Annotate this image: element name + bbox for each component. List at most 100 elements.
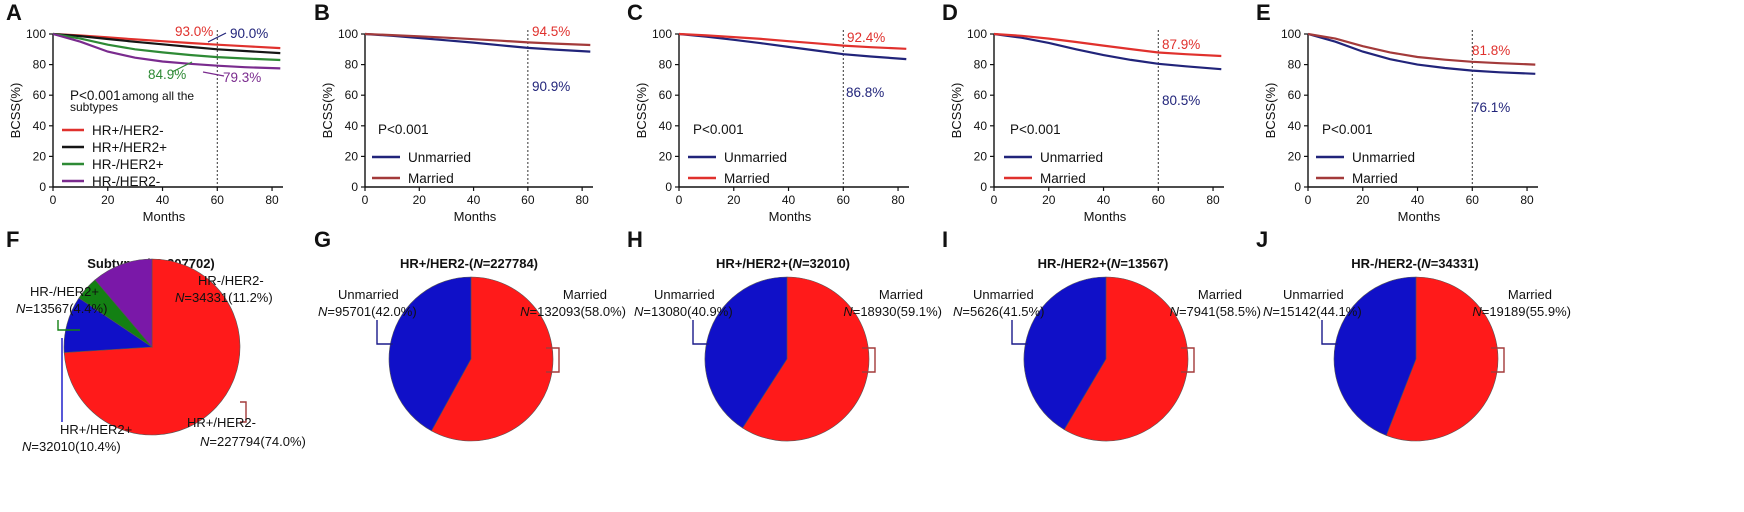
x-tick-label: 40 [1411,193,1425,207]
pie-leader-line [1181,347,1195,373]
x-axis-title: Months [769,209,812,224]
count-n: N [1472,304,1482,319]
pie-slice-count: N=32010(10.4%) [22,439,121,454]
pie-panel-g: G HR+/HER2-(N=227784) Married N=132093(58.0… [314,227,626,442]
series-line-unmarried [1307,32,1536,75]
km-panel-b: B 0 20 40 60 80 100 0 20 40 60 80 Months BCSS(%) 94.5%… [314,0,593,224]
pie-slice-count: N=132093(58.0%) [520,304,626,319]
pie-slice-unmarried [388,276,472,432]
series-line-unmarried [678,32,907,61]
x-tick-label: 0 [991,193,998,207]
panel-label: A [6,0,22,25]
x-tick-label: 20 [727,193,741,207]
km-panel-d: D 0 20 40 60 80 100 0 20 40 60 80 Months BCSS(%) 87.9%… [942,0,1224,224]
pie-leader-line [240,401,247,423]
count-value: =132093(58.0%) [530,304,627,319]
pie-slice-label: HR-/HER2+ [30,284,99,299]
y-tick-label: 60 [1288,88,1302,102]
y-tick-label: 20 [974,149,988,163]
series-line-married [678,32,907,50]
x-tick-label: 20 [101,193,115,207]
x-tick-label: 20 [1042,193,1056,207]
legend-label: Married [1040,171,1086,186]
y-tick-label: 80 [974,58,988,72]
pie-slice-hr-her2- [94,258,153,348]
legend-label: Unmarried [408,150,471,165]
pie-title: HR-/HER2+(N=13567) [1038,256,1169,271]
p-value-note: subtypes [70,100,118,114]
km-panel-e: E 0 20 40 60 80 100 0 20 40 60 80 Months BCSS(%) 81.8%… [1256,0,1538,224]
pie-slice-label: Married [1198,287,1242,302]
count-n: N [200,434,210,449]
survival-annotation: 79.3% [223,70,261,85]
y-tick-label: 100 [338,27,358,41]
y-tick-label: 60 [345,88,359,102]
count-value: =18930(59.1%) [853,304,942,319]
y-axis-title: BCSS(%) [8,83,23,139]
survival-annotation: 93.0% [175,24,213,39]
pie-panel-j: JHR-/HER2-(N=34331)MarriedN=19189(55.9%)… [1256,227,1571,442]
y-tick-label: 100 [26,27,46,41]
legend-label: HR-/HER2+ [92,157,164,172]
series-line-married [364,32,591,47]
y-axis-title: BCSS(%) [1263,83,1278,139]
series-line-unmarried [993,32,1222,71]
annotation-leader [202,71,225,77]
x-axis-title: Months [1084,209,1127,224]
x-tick-label: 60 [1466,193,1480,207]
pie-title: HR+/HER2+(N=32010) [716,256,850,271]
legend-label: Unmarried [1352,150,1415,165]
pie-panel-i: IHR-/HER2+(N=13567)MarriedN=7941(58.5%)U… [942,227,1261,442]
y-tick-label: 40 [974,119,988,133]
count-value: =7941(58.5%) [1179,304,1261,319]
pie-slice-unmarried [1023,276,1107,430]
pie-slice-label: Married [563,287,607,302]
legend-label: HR+/HER2- [92,123,164,138]
p-value-text: P<0.001 [378,122,429,137]
series-line-married [993,32,1222,58]
panel-label: J [1256,227,1268,252]
legend-label: Unmarried [724,150,787,165]
count-value: =5626(41.5%) [962,304,1044,319]
pie-title-part: HR-/HER2+( [1038,256,1112,271]
pie-slice-label: Married [879,287,923,302]
y-axis-title: BCSS(%) [320,83,335,139]
pie-slice-label: Unmarried [1283,287,1344,302]
survival-annotation: 84.9% [148,67,186,82]
survival-annotation: 87.9% [1162,37,1200,52]
pie-title: HR+/HER2-(N=227784) [400,256,538,271]
panel-label: G [314,227,331,252]
pie-leader-line [546,347,560,373]
count-n: N [16,301,26,316]
pie-leader-line [1321,320,1338,345]
y-tick-label: 80 [659,58,673,72]
count-value: =19189(55.9%) [1482,304,1571,319]
panel-label: F [6,227,19,252]
survival-annotation: 94.5% [532,24,570,39]
survival-annotation: 92.4% [847,30,885,45]
legend-label: Unmarried [1040,150,1103,165]
count-value: =227794(74.0%) [209,434,306,449]
count-value: =95701(42.0%) [327,304,416,319]
pie-title-n: N [1111,256,1121,271]
y-tick-label: 100 [652,27,672,41]
panel-label: E [1256,0,1271,25]
count-n: N [634,304,644,319]
pie-slice-count: N=15142(44.1%) [1263,304,1362,319]
pie-slice-count: N=95701(42.0%) [318,304,417,319]
pie-title-part: =13567) [1120,256,1168,271]
x-tick-label: 80 [1206,193,1220,207]
count-n: N [843,304,853,319]
count-value: =34331(11.2%) [184,290,272,305]
x-tick-label: 0 [50,193,57,207]
pie-slice-count: N=7941(58.5%) [1170,304,1261,319]
pie-slice-married [1063,276,1189,442]
y-tick-label: 60 [33,88,47,102]
x-tick-label: 40 [467,193,481,207]
p-value-text: P<0.001 [693,122,744,137]
count-n: N [22,439,32,454]
count-value: =13567(4.4%) [25,301,107,316]
pie-leader-line [376,320,393,345]
panel-label: C [627,0,643,25]
km-panel-a: A 0 20 40 60 80 100 0 20 40 60 80 Months BCSS(%) 93.0%… [6,0,283,224]
